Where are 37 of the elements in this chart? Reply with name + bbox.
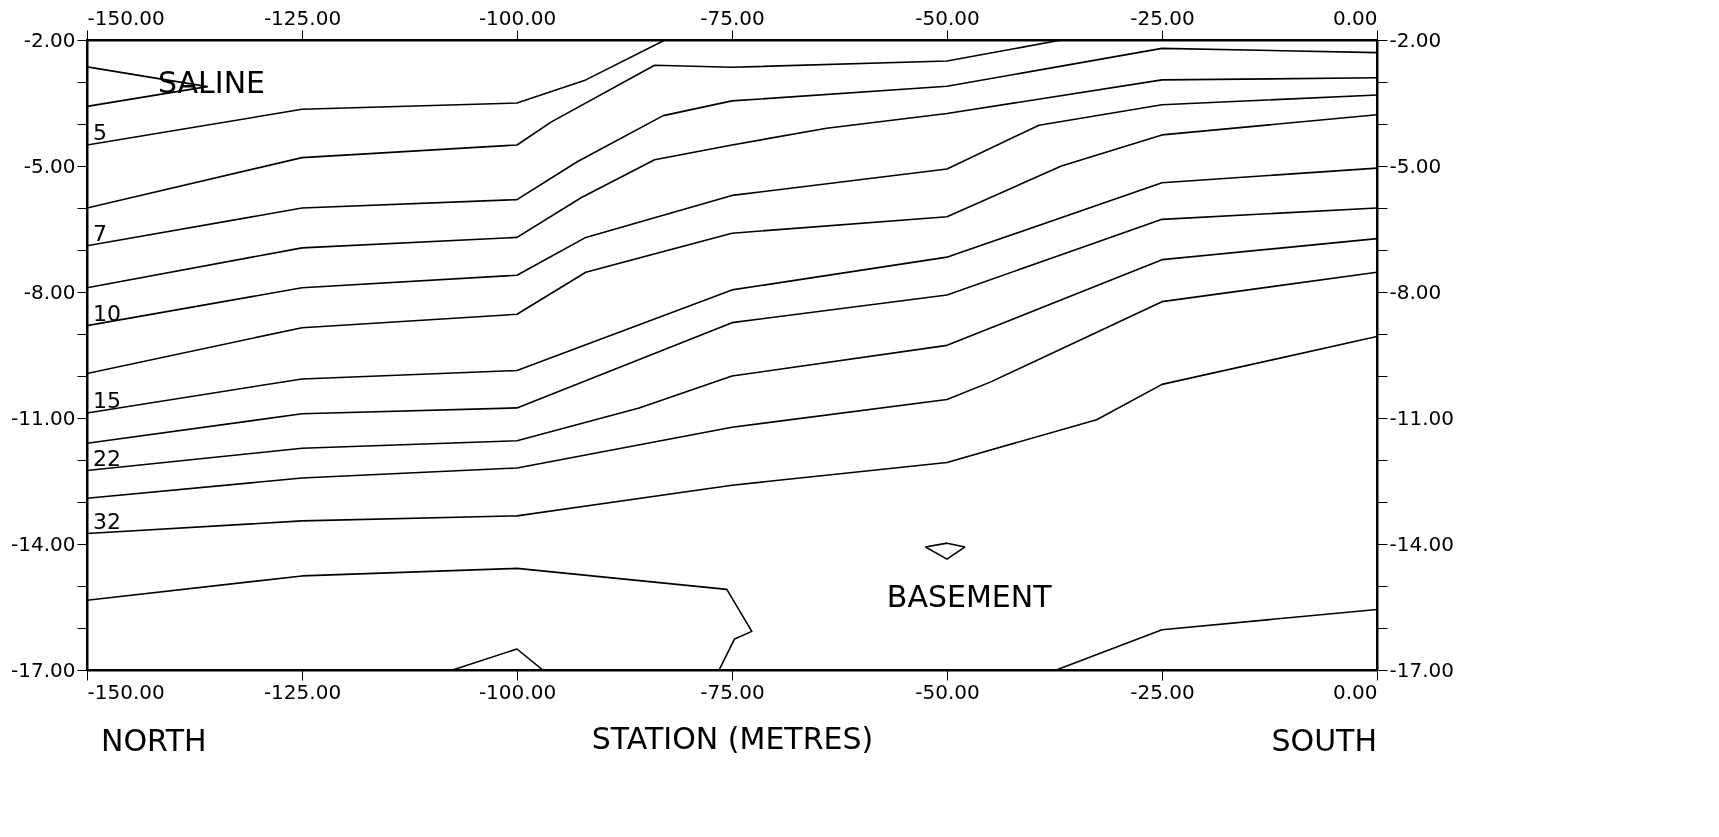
x2-tick-label: -50.00 — [915, 5, 980, 30]
series-label: 5 — [93, 120, 107, 145]
y-tick-label: -2.00 — [23, 27, 76, 52]
y-tick-label: -8.00 — [23, 279, 76, 304]
x-axis-title: STATION (METRES) — [591, 720, 874, 756]
x2-tick-label: -100.00 — [478, 5, 557, 30]
y2-tick-label: -14.00 — [1389, 531, 1454, 556]
x-tick-label: 0.00 — [1332, 679, 1378, 704]
x-tick-label: -75.00 — [700, 679, 765, 704]
x2-tick-label: -25.00 — [1130, 5, 1195, 30]
x-tick-label: -100.00 — [478, 679, 557, 704]
text: NORTH — [101, 723, 207, 759]
x-tick-label: -125.00 — [263, 679, 342, 704]
series-label: 32 — [93, 508, 121, 534]
x-tick-label: -150.00 — [87, 679, 165, 704]
y2-tick-label: -2.00 — [1389, 27, 1442, 52]
annotation: SALINE — [157, 65, 266, 101]
y2-tick-label: -11.00 — [1389, 405, 1454, 430]
y-tick-label: -5.00 — [23, 153, 76, 178]
x2-tick-label: -125.00 — [263, 5, 342, 30]
series-label: 7 — [93, 220, 107, 246]
series-label: 15 — [93, 387, 121, 413]
y2-tick-label: -17.00 — [1389, 657, 1454, 682]
x2-tick-label: -150.00 — [87, 5, 165, 30]
annotation: BASEMENT — [886, 578, 1053, 614]
text: SOUTH — [1271, 723, 1377, 759]
series-label: 10 — [93, 300, 121, 326]
series-label: 22 — [93, 445, 121, 471]
y2-tick-label: -8.00 — [1389, 279, 1442, 304]
y-tick-label: -14.00 — [11, 531, 76, 556]
y-tick-label: -17.00 — [11, 657, 76, 682]
y-tick-label: -11.00 — [11, 405, 76, 430]
x2-tick-label: -75.00 — [700, 5, 765, 30]
x-tick-label: -50.00 — [915, 679, 980, 704]
x2-tick-label: 0.00 — [1332, 5, 1378, 30]
x-tick-label: -25.00 — [1130, 679, 1195, 704]
y2-tick-label: -5.00 — [1389, 153, 1442, 178]
